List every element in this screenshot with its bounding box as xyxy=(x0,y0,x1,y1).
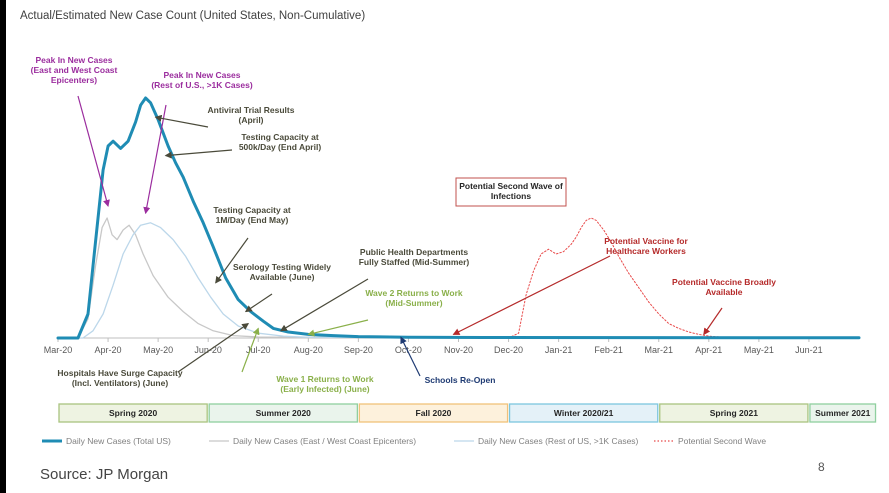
season-band-4 xyxy=(659,403,809,423)
annotation-arrow-vaccinehc xyxy=(452,255,611,335)
annotation-testing1m-line-1: 1M/Day (End May) xyxy=(216,215,289,225)
x-tick-label-11: Feb-21 xyxy=(594,345,623,355)
annotation-wave2-line-1: (Mid-Summer) xyxy=(385,298,442,308)
annotation-vaccinebroad-line-0: Potential Vaccine Broadly xyxy=(672,277,776,287)
legend-label-0: Daily New Cases (Total US) xyxy=(66,436,171,446)
season-band-2 xyxy=(358,403,509,423)
annotation-arrow-wave1 xyxy=(241,327,260,373)
x-tick-label-7: Oct-20 xyxy=(395,345,422,355)
annotation-peak2-line-1: (Rest of U.S., >1K Cases) xyxy=(151,80,252,90)
annotation-arrow-vaccinebroad xyxy=(703,307,723,336)
annotation-arrow-schools xyxy=(400,336,421,377)
chart: Spring 2020 Summer 2020 Fall 2020 Winter 20… xyxy=(31,55,877,446)
x-tick-label-9: Dec-20 xyxy=(494,345,523,355)
annotation-wave1-line-1: (Early Infected) (June) xyxy=(280,384,369,394)
legend-label-3: Potential Second Wave xyxy=(678,436,766,446)
x-tick-label-15: Jun-21 xyxy=(795,345,823,355)
legend-label-1: Daily New Cases (East / West Coast Epice… xyxy=(233,436,416,446)
annotation-hospitals-line-1: (Incl. Ventilators) (June) xyxy=(72,378,169,388)
series-line-3 xyxy=(508,217,740,339)
x-tick-label-2: May-20 xyxy=(143,345,173,355)
annotation-box-secondwave xyxy=(455,177,567,207)
series-line-1 xyxy=(57,217,860,339)
legend-label-2: Daily New Cases (Rest of US, >1K Cases) xyxy=(478,436,639,446)
season-band-1 xyxy=(208,403,359,423)
x-tick-label-12: Mar-21 xyxy=(644,345,673,355)
annotation-arrow-peak2 xyxy=(143,104,167,215)
x-tick-label-6: Sep-20 xyxy=(344,345,373,355)
season-label-3: Winter 2020/21 xyxy=(554,408,614,418)
x-tick-label-3: Jun-20 xyxy=(194,345,222,355)
annotation-publichealth-line-1: Fully Staffed (Mid-Summer) xyxy=(359,257,470,267)
x-tick-label-1: Apr-20 xyxy=(95,345,122,355)
annotation-peak2-line-0: Peak In New Cases xyxy=(163,70,240,80)
annotation-antiviral-line-1: (April) xyxy=(238,115,263,125)
season-band-0 xyxy=(58,403,208,423)
annotation-testing500k-line-1: 500k/Day (End April) xyxy=(239,142,322,152)
season-label-1: Summer 2020 xyxy=(256,408,312,418)
annotation-vaccinebroad-line-1: Available xyxy=(705,287,742,297)
chart-title: Actual/Estimated New Case Count (United … xyxy=(20,10,366,22)
page-number: 8 xyxy=(818,460,825,474)
season-label-2: Fall 2020 xyxy=(416,408,452,418)
annotation-arrow-wave2 xyxy=(307,319,369,337)
annotation-arrow-antiviral xyxy=(154,114,209,128)
annotation-arrow-peak1 xyxy=(77,95,110,207)
slide: Actual/Estimated New Case Count (United … xyxy=(6,0,889,493)
annotation-antiviral-line-0: Antiviral Trial Results xyxy=(208,105,295,115)
annotation-serology-line-0: Serology Testing Widely xyxy=(233,262,331,272)
annotation-arrow-publichealth xyxy=(279,278,369,332)
annotation-serology-line-1: Available (June) xyxy=(250,272,315,282)
season-label-4: Spring 2021 xyxy=(710,408,758,418)
source-note: Source: JP Morgan xyxy=(40,466,169,483)
annotation-vaccinehc-line-1: Healthcare Workers xyxy=(606,246,686,256)
season-label-0: Spring 2020 xyxy=(109,408,157,418)
x-tick-label-14: May-21 xyxy=(744,345,774,355)
annotation-testing1m-line-0: Testing Capacity at xyxy=(213,205,290,215)
x-tick-label-5: Aug-20 xyxy=(294,345,323,355)
annotation-peak1-line-0: Peak In New Cases xyxy=(35,55,112,65)
season-band-3 xyxy=(508,403,659,423)
annotation-peak1-line-1: (East and West Coast xyxy=(31,65,118,75)
x-tick-label-0: Mar-20 xyxy=(44,345,73,355)
annotation-vaccinehc-line-0: Potential Vaccine for xyxy=(604,236,688,246)
series-line-0 xyxy=(56,96,861,340)
annotation-peak1-line-2: Epicenters) xyxy=(51,75,97,85)
season-label-5: Summer 2021 xyxy=(815,408,871,418)
annotation-wave1-line-0: Wave 1 Returns to Work xyxy=(276,374,374,384)
annotation-testing500k-line-0: Testing Capacity at xyxy=(241,132,318,142)
x-tick-label-4: Jul-20 xyxy=(246,345,271,355)
x-tick-label-10: Jan-21 xyxy=(545,345,573,355)
season-band-5 xyxy=(809,403,877,423)
annotation-secondwave-line-0: Potential Second Wave of xyxy=(459,181,563,191)
annotation-arrow-testing500k xyxy=(164,149,233,159)
x-tick-label-8: Nov-20 xyxy=(444,345,473,355)
x-tick-label-13: Apr-21 xyxy=(695,345,722,355)
annotation-arrow-serology xyxy=(244,293,273,313)
annotation-wave2-line-0: Wave 2 Returns to Work xyxy=(365,288,463,298)
annotation-arrow-hospitals xyxy=(177,323,250,373)
annotation-arrow-testing1m xyxy=(215,237,249,284)
annotation-hospitals-line-0: Hospitals Have Surge Capacity xyxy=(57,368,182,378)
annotation-secondwave-line-1: Infections xyxy=(491,191,531,201)
annotation-publichealth-line-0: Public Health Departments xyxy=(360,247,468,257)
annotation-schools-line-0: Schools Re-Open xyxy=(425,375,496,385)
